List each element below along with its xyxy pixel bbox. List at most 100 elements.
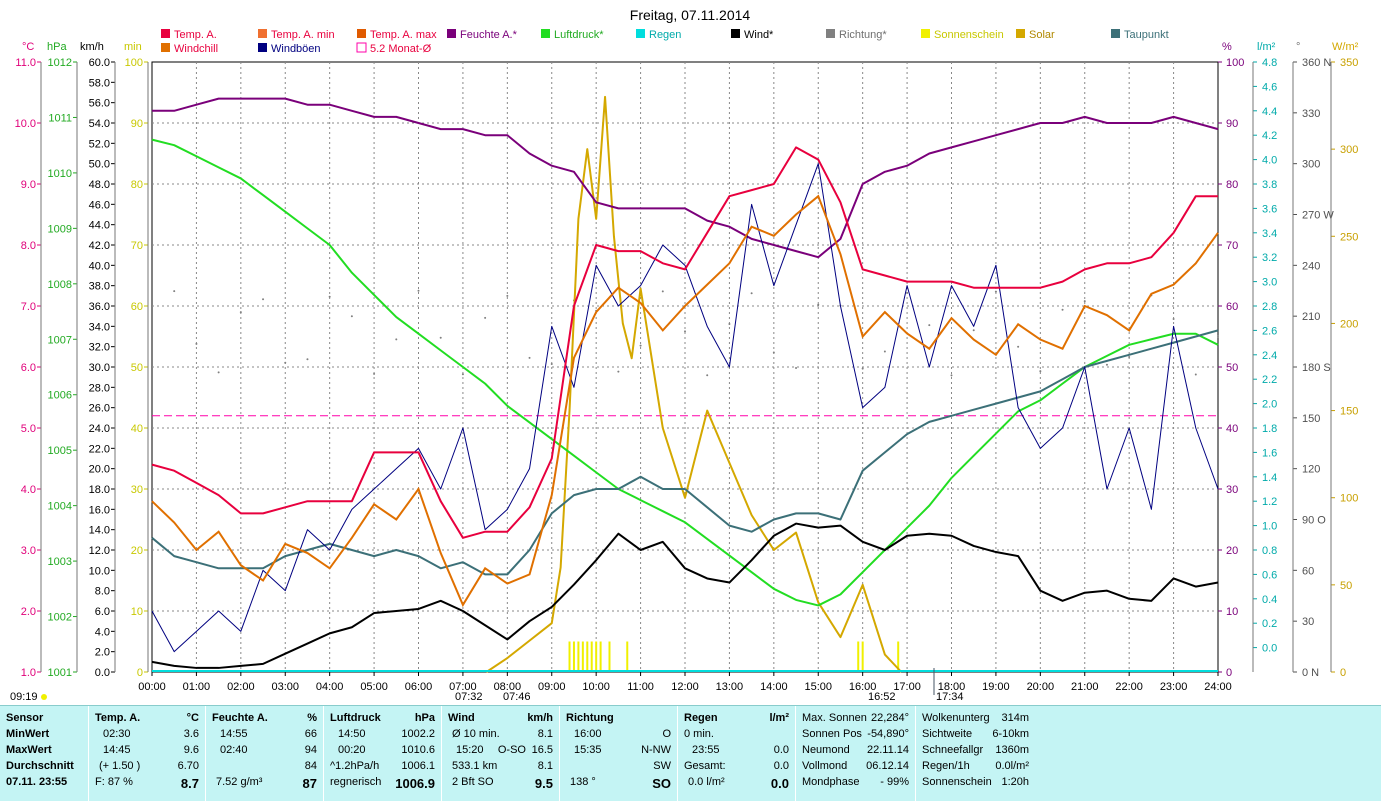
stats-cell: Sonnenschein — [922, 776, 992, 788]
kmh-tick-label: 2.0 — [95, 647, 110, 659]
stats-row-label: Durchschnitt — [6, 760, 74, 772]
stats-cell: Wolkenunterg — [922, 712, 990, 724]
axis-unit-wm2: W/m² — [1332, 41, 1359, 53]
sunshine-bar — [599, 641, 602, 672]
lm2-tick-label: 2.8 — [1262, 301, 1277, 313]
sunshine-bar — [590, 641, 593, 672]
direction-dot — [1105, 363, 1108, 366]
lm2-tick-label: 2.0 — [1262, 399, 1277, 411]
wm2-tick-label: 300 — [1340, 144, 1358, 156]
lm2-tick-label: 3.2 — [1262, 252, 1277, 264]
stats-cell: 14:50 — [338, 728, 366, 740]
stats-cell: 0 min. — [684, 728, 714, 740]
sunset-label: 16:52 — [868, 691, 896, 703]
lm2-tick-label: 1.2 — [1262, 496, 1277, 508]
lm2-tick-label: 4.0 — [1262, 155, 1277, 167]
time-tick-label: 06:00 — [405, 681, 433, 693]
chart-title: Freitag, 07.11.2014 — [630, 7, 751, 23]
direction-dot — [239, 311, 242, 314]
direction-dot — [1061, 308, 1064, 311]
stats-wind: Wind km/h Ø 10 min. 8.1 15:20 O-SO 16.5 … — [442, 706, 560, 801]
wm2-tick-label: 100 — [1340, 493, 1358, 505]
direction-dot — [617, 370, 620, 373]
stats-cell: Schneefallgr — [922, 744, 984, 756]
lm2-tick-label: 4.8 — [1262, 57, 1277, 69]
stats-cell: Neumond — [802, 744, 850, 756]
stats-cell: 0.0 — [770, 776, 789, 791]
sunshine-bar — [586, 641, 589, 672]
stats-sensor: Sensor MinWert MaxWert Durchschnitt 07.1… — [0, 706, 89, 801]
axis-unit-min: min — [124, 41, 142, 53]
stats-cell: 8.7 — [180, 776, 199, 791]
stats-cell: 9.6 — [183, 744, 199, 756]
legend-label: Windböen — [271, 43, 321, 55]
direction-dot — [861, 367, 864, 370]
deg-tick-label: 90 O — [1302, 515, 1326, 527]
temp-tick-label: 1.0 — [21, 667, 36, 679]
axis-unit-hpa: hPa — [47, 41, 67, 53]
hpa-tick-label: 1002 — [48, 612, 72, 624]
time-tick-label: 02:00 — [227, 681, 255, 693]
legend-swatch — [636, 29, 645, 38]
sunshine-bar — [608, 641, 611, 672]
stats-regen-header: Regen — [684, 712, 718, 724]
lm2-tick-label: 1.4 — [1262, 472, 1277, 484]
stats-luftdruck-header: Luftdruck — [330, 712, 381, 724]
time-tick-label: 18:00 — [938, 681, 966, 693]
temp-tick-label: 11.0 — [15, 57, 36, 69]
legend-label: Taupunkt — [1124, 29, 1169, 41]
time-tick-label: 13:00 — [716, 681, 744, 693]
grid — [151, 61, 1219, 673]
kmh-tick-label: 44.0 — [89, 220, 110, 232]
stats-cell: 1360m — [995, 744, 1029, 756]
sunshine-bar — [581, 641, 584, 672]
time-tick-label: 00:00 — [138, 681, 166, 693]
stats-cell: O — [662, 728, 671, 740]
kmh-tick-label: 54.0 — [89, 118, 110, 130]
direction-dot — [1128, 355, 1131, 358]
axes: 11.0 10.0 9.0 8.0 7.0 6.0 5.0 4.0 3.0 2.0 1.0 1012 1… — [15, 57, 1359, 693]
kmh-tick-label: 10.0 — [89, 565, 110, 577]
hpa-tick-label: 1004 — [48, 501, 72, 513]
hpa-tick-label: 1012 — [48, 57, 72, 69]
direction-dot — [373, 372, 376, 375]
stats-richtung: Richtung 16:00 O 15:35 N-NW SW 138 ° SO — [560, 706, 678, 801]
stats-row-label: 07.11. 23:55 — [6, 776, 68, 788]
deg-tick-label: 30 — [1302, 616, 1314, 628]
dewpoint-line — [151, 329, 1219, 576]
stats-richtung-header: Richtung — [566, 712, 614, 724]
legend: Temp. A. Temp. A. min Temp. A. max Feuchte … — [161, 29, 1169, 55]
kmh-tick-label: 42.0 — [89, 240, 110, 252]
deg-tick-label: 210 — [1302, 311, 1320, 323]
lm2-tick-label: 3.6 — [1262, 203, 1277, 215]
direction-dot — [684, 330, 686, 333]
wm2-tick-label: 350 — [1340, 57, 1358, 69]
legend-swatch — [447, 29, 456, 38]
pct-tick-label: 10 — [1226, 606, 1238, 618]
temp-tick-label: 5.0 — [21, 423, 36, 435]
legend-label: Temp. A. — [174, 29, 217, 41]
kmh-tick-label: 58.0 — [89, 77, 110, 89]
direction-dot — [461, 373, 464, 376]
legend-swatch — [1111, 29, 1120, 38]
deg-tick-label: 180 S — [1302, 362, 1331, 374]
time-tick-label: 01:00 — [183, 681, 211, 693]
deg-tick-label: 240 — [1302, 260, 1320, 272]
deg-tick-label: 0 N — [1302, 667, 1319, 679]
sunset2-label: 17:34 — [936, 691, 964, 703]
hpa-tick-label: 1007 — [48, 334, 72, 346]
kmh-tick-label: 50.0 — [89, 159, 110, 171]
direction-dot — [173, 290, 176, 293]
stats-cell: 1006.1 — [401, 760, 435, 772]
temp-tick-label: 3.0 — [21, 545, 36, 557]
deg-tick-label: 150 — [1302, 413, 1320, 425]
kmh-tick-label: 52.0 — [89, 138, 110, 150]
stats-wind-unit: km/h — [527, 712, 553, 724]
temp-tick-label: 4.0 — [21, 484, 36, 496]
deg-tick-label: 120 — [1302, 464, 1320, 476]
legend-swatch — [356, 42, 367, 53]
stats-cell: 1006.9 — [395, 776, 435, 791]
sunshine-bar — [595, 641, 598, 672]
stats-wind-header: Wind — [448, 712, 475, 724]
time-tick-label: 11:00 — [627, 681, 654, 693]
